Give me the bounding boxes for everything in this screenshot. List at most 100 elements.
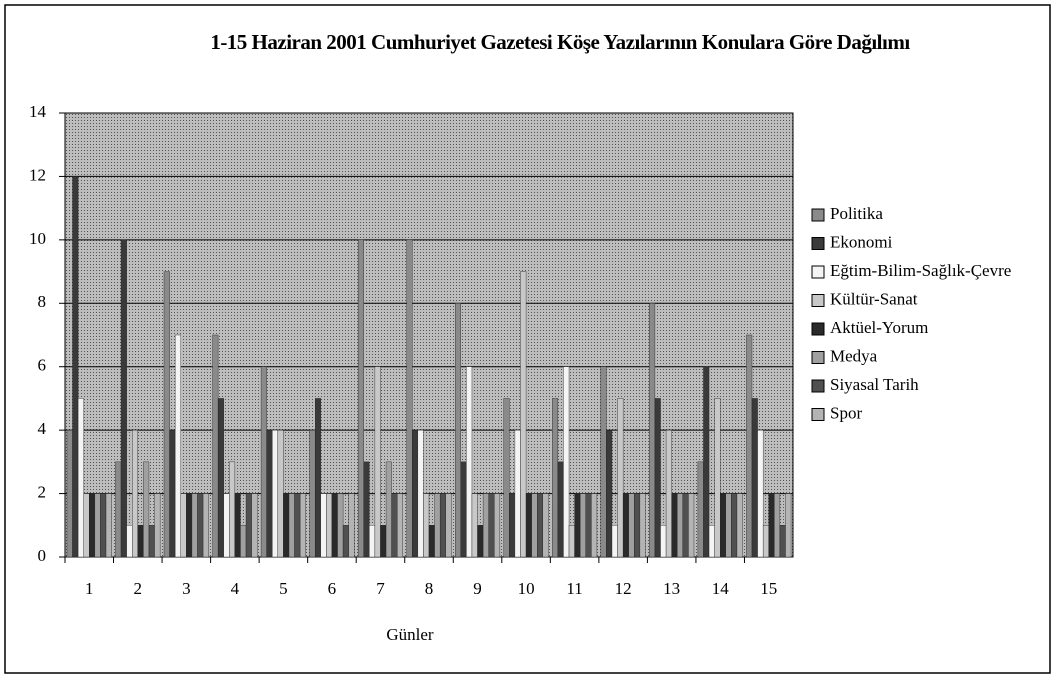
bar bbox=[606, 429, 613, 558]
bar bbox=[374, 366, 381, 558]
legend-swatch bbox=[811, 237, 825, 250]
bar bbox=[115, 461, 122, 558]
bar bbox=[412, 429, 419, 558]
bar bbox=[697, 461, 704, 558]
legend-swatch bbox=[811, 294, 825, 307]
bar bbox=[202, 493, 209, 558]
bar bbox=[688, 493, 695, 558]
bar bbox=[665, 429, 672, 558]
bar bbox=[574, 493, 581, 558]
bar bbox=[391, 493, 398, 558]
bar bbox=[779, 525, 786, 558]
bar bbox=[197, 493, 204, 558]
bar bbox=[299, 493, 306, 558]
bar bbox=[83, 493, 90, 558]
bar bbox=[132, 429, 139, 558]
bar bbox=[503, 398, 510, 558]
bar bbox=[169, 429, 176, 558]
x-tick-label: 3 bbox=[182, 579, 191, 598]
x-tick-label: 10 bbox=[518, 579, 535, 598]
bar bbox=[757, 429, 764, 558]
bar bbox=[751, 398, 758, 558]
bar bbox=[385, 461, 392, 558]
bar bbox=[105, 493, 112, 558]
bar bbox=[251, 493, 258, 558]
bar bbox=[557, 461, 564, 558]
bar bbox=[720, 493, 726, 558]
x-tick-label: 13 bbox=[663, 579, 680, 598]
bar bbox=[525, 493, 532, 558]
bar bbox=[768, 493, 775, 558]
bar bbox=[369, 525, 376, 558]
bar bbox=[746, 334, 753, 558]
bar bbox=[762, 525, 769, 558]
y-tick-label: 10 bbox=[29, 229, 46, 248]
y-tick-label: 14 bbox=[29, 102, 47, 121]
legend-label: Kültür-Sanat bbox=[830, 289, 918, 308]
x-tick-label: 14 bbox=[712, 579, 730, 598]
bar bbox=[714, 398, 721, 558]
bar bbox=[120, 239, 127, 558]
x-tick-label: 7 bbox=[376, 579, 385, 598]
x-tick-label: 15 bbox=[760, 579, 777, 598]
bar bbox=[100, 493, 107, 558]
bar bbox=[174, 334, 181, 558]
bar bbox=[229, 461, 236, 558]
bar bbox=[223, 493, 230, 558]
x-tick-label: 11 bbox=[566, 579, 582, 598]
bar bbox=[708, 525, 715, 558]
bar bbox=[622, 493, 629, 558]
chart-title: 1-15 Haziran 2001 Cumhuriyet Gazetesi Kö… bbox=[210, 30, 910, 54]
x-tick-label: 1 bbox=[85, 579, 94, 598]
bar bbox=[682, 493, 689, 558]
bar bbox=[563, 366, 570, 558]
bar bbox=[283, 493, 290, 558]
bar bbox=[579, 493, 586, 558]
bar bbox=[337, 493, 344, 558]
bar bbox=[245, 493, 252, 558]
x-tick-label: 6 bbox=[328, 579, 337, 598]
bar bbox=[434, 493, 441, 558]
bar bbox=[348, 493, 355, 558]
bar bbox=[591, 493, 598, 558]
legend-label: Spor bbox=[830, 403, 862, 422]
bar bbox=[143, 461, 150, 558]
bar bbox=[320, 493, 327, 558]
bar bbox=[568, 525, 575, 558]
y-tick-label: 2 bbox=[38, 482, 47, 501]
bar bbox=[380, 525, 387, 558]
y-tick-label: 0 bbox=[38, 546, 47, 565]
bar bbox=[357, 239, 364, 558]
bar bbox=[154, 493, 161, 558]
bar bbox=[294, 493, 301, 558]
bar bbox=[89, 493, 96, 558]
bar bbox=[537, 493, 544, 558]
bar bbox=[703, 366, 710, 558]
bar bbox=[654, 398, 661, 558]
bar bbox=[660, 525, 667, 558]
bar bbox=[126, 525, 133, 558]
bar bbox=[725, 493, 732, 558]
bar bbox=[628, 493, 635, 558]
bar bbox=[671, 493, 678, 558]
bar bbox=[785, 493, 792, 558]
bar bbox=[272, 429, 279, 558]
bar bbox=[736, 493, 743, 558]
bar bbox=[634, 493, 641, 558]
x-tick-label: 2 bbox=[134, 579, 143, 598]
bar bbox=[731, 493, 738, 558]
x-tick-label: 12 bbox=[615, 579, 632, 598]
bar bbox=[266, 429, 273, 558]
y-tick-label: 6 bbox=[38, 356, 47, 375]
x-axis-label: Günler bbox=[386, 625, 434, 644]
bar bbox=[363, 461, 370, 558]
bar bbox=[466, 366, 473, 558]
bar bbox=[77, 398, 84, 558]
bar bbox=[314, 398, 321, 558]
legend-swatch bbox=[811, 379, 825, 393]
x-tick-label: 5 bbox=[279, 579, 288, 598]
bar bbox=[471, 493, 478, 558]
bar bbox=[542, 493, 549, 558]
